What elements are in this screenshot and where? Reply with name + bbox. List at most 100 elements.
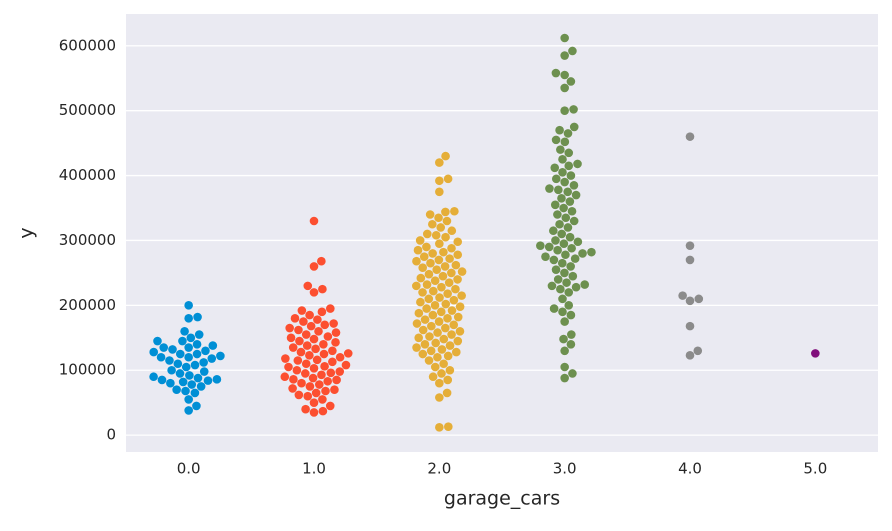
swarm-point <box>203 376 213 385</box>
swarm-point <box>306 321 316 331</box>
swarm-point <box>435 423 444 432</box>
swarm-point <box>566 262 575 271</box>
swarm-point <box>412 319 422 328</box>
swarm-point <box>455 302 465 311</box>
swarm-point <box>439 334 449 344</box>
swarm-point <box>566 310 576 320</box>
swarm-point <box>685 351 695 360</box>
swarm-point <box>570 254 580 263</box>
swarm-point <box>412 256 421 266</box>
swarm-point <box>442 388 452 398</box>
swarm-point <box>428 249 437 258</box>
swarm-point <box>418 349 428 359</box>
swarm-point <box>564 148 574 158</box>
swarm-point <box>300 369 310 378</box>
swarm-point <box>208 341 218 350</box>
swarm-point <box>193 312 202 322</box>
swarm-point <box>447 268 456 278</box>
swarm-point <box>563 223 573 232</box>
swarm-point <box>201 346 210 356</box>
swarm-point <box>199 367 209 376</box>
swarm-point <box>159 343 169 352</box>
swarm-point <box>288 343 298 352</box>
swarm-point <box>286 333 296 343</box>
swarm-point <box>318 284 327 294</box>
swarm-point <box>685 255 695 265</box>
swarm-point <box>564 301 574 310</box>
swarm-point <box>430 362 440 372</box>
swarm-point <box>425 332 434 341</box>
swarm-point <box>414 333 424 343</box>
swarm-point <box>190 388 200 398</box>
swarm-point <box>323 332 333 341</box>
swarm-point <box>549 304 559 313</box>
swarm-point <box>435 158 444 167</box>
swarm-point <box>553 210 562 219</box>
swarm-point <box>296 347 306 357</box>
swarm-point <box>288 384 297 393</box>
swarm-point <box>559 203 568 213</box>
swarm-point <box>303 391 313 401</box>
swarm-point <box>178 377 188 387</box>
plot-area <box>126 14 878 452</box>
swarm-point <box>441 299 451 309</box>
swarm-point <box>326 368 336 378</box>
swarm-point <box>422 229 432 239</box>
swarm-point <box>422 304 431 313</box>
swarm-point <box>192 401 201 411</box>
x-tick-label: 3.0 <box>553 460 577 478</box>
swarm-point <box>192 339 202 349</box>
swarm-point <box>414 308 424 318</box>
swarm-point <box>451 284 460 294</box>
swarm-point <box>437 345 447 354</box>
swarm-point <box>557 229 567 239</box>
swarm-point <box>424 356 434 365</box>
swarm-point <box>447 243 456 253</box>
y-tick-label: 500000 <box>59 101 116 119</box>
swarm-point <box>326 304 335 313</box>
swarm-point <box>303 281 313 291</box>
swarm-point <box>564 161 574 171</box>
swarm-point <box>428 219 437 229</box>
swarm-point <box>292 365 302 375</box>
swarm-point <box>305 351 314 360</box>
swarm-point <box>551 135 561 145</box>
swarm-point <box>309 216 319 226</box>
swarm-point <box>562 278 571 287</box>
swarm-point <box>445 254 454 263</box>
swarm-point <box>280 372 290 382</box>
swarm-point <box>312 355 322 365</box>
swarm-point <box>435 393 444 402</box>
swarm-point <box>566 77 576 86</box>
x-tick-label: 5.0 <box>803 460 827 478</box>
swarm-point <box>443 375 453 385</box>
swarm-point <box>167 365 176 375</box>
swarm-point <box>320 320 330 330</box>
swarm-point <box>451 260 461 270</box>
swarm-point <box>431 338 440 348</box>
swarm-point <box>419 252 429 261</box>
swarm-point <box>185 371 194 380</box>
swarm-point <box>550 163 560 173</box>
swarm-point <box>569 181 579 190</box>
swarm-point <box>557 258 567 268</box>
swarm-point <box>309 334 319 344</box>
swarm-point <box>317 370 326 380</box>
x-tick-label: 2.0 <box>427 460 451 478</box>
swarm-point <box>305 310 314 320</box>
swarm-point <box>302 341 312 350</box>
swarm-point <box>573 159 582 169</box>
swarm-point <box>196 382 206 391</box>
swarm-point <box>184 395 193 404</box>
swarm-point <box>435 293 444 302</box>
swarm-point <box>186 333 196 343</box>
swarm-point <box>561 250 570 260</box>
swarm-point <box>560 83 569 93</box>
swarm-point <box>427 321 436 331</box>
swarm-point <box>308 373 318 383</box>
swarm-point <box>560 33 569 43</box>
swarm-point <box>443 174 453 184</box>
swarm-point <box>156 352 166 362</box>
swarm-point <box>549 226 558 236</box>
swarm-point <box>329 319 338 328</box>
